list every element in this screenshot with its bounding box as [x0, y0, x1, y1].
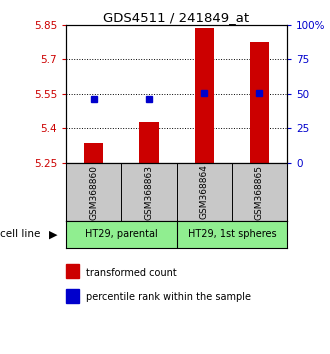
- Text: GSM368863: GSM368863: [145, 165, 153, 219]
- Text: percentile rank within the sample: percentile rank within the sample: [86, 292, 251, 302]
- Bar: [194, 28, 214, 163]
- Bar: [84, 143, 103, 163]
- Text: cell line: cell line: [0, 229, 40, 239]
- Text: ▶: ▶: [49, 229, 57, 239]
- Bar: [139, 121, 159, 163]
- Text: GSM368860: GSM368860: [89, 165, 98, 219]
- Text: transformed count: transformed count: [86, 268, 177, 278]
- Text: HT29, 1st spheres: HT29, 1st spheres: [187, 229, 276, 239]
- Text: GSM368864: GSM368864: [200, 165, 209, 219]
- Text: GSM368865: GSM368865: [255, 165, 264, 219]
- Title: GDS4511 / 241849_at: GDS4511 / 241849_at: [104, 11, 249, 24]
- Bar: [250, 42, 269, 163]
- Text: HT29, parental: HT29, parental: [85, 229, 158, 239]
